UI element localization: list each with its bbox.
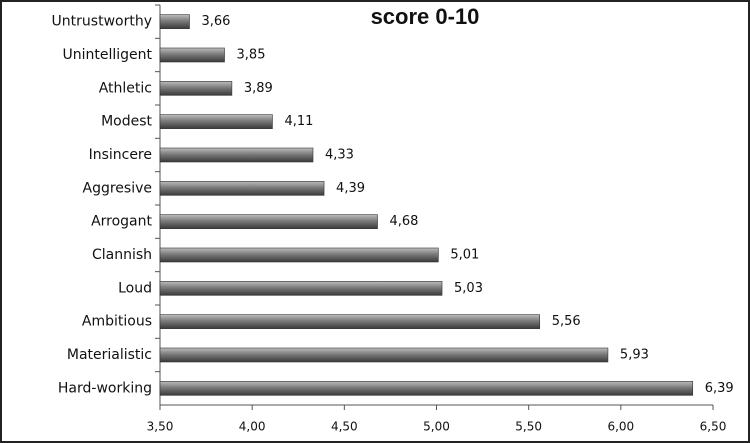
- y-tick-label: Modest: [101, 114, 152, 130]
- value-label: 5,01: [450, 248, 479, 263]
- bar: [159, 247, 439, 263]
- y-tick-label: Clannish: [92, 247, 152, 263]
- value-label: 3,89: [244, 81, 273, 96]
- bar: [159, 314, 541, 329]
- x-tick-label: 5,50: [515, 420, 542, 434]
- value-label: 4,68: [390, 214, 419, 229]
- y-tick-label: Hard-working: [58, 380, 152, 396]
- value-label: 5,93: [620, 348, 649, 363]
- y-tick-label: Materialistic: [67, 347, 152, 363]
- bar: [159, 214, 378, 229]
- value-label: 3,85: [237, 48, 266, 63]
- value-label: 4,39: [336, 181, 365, 196]
- bar: [159, 147, 314, 163]
- value-label: 6,39: [705, 381, 734, 396]
- value-label: 5,03: [454, 281, 483, 296]
- value-label: 4,11: [284, 114, 313, 129]
- y-tick-label: Unintelligent: [62, 47, 152, 63]
- bar: [159, 281, 443, 296]
- x-tick-label: 4,00: [239, 420, 266, 434]
- x-tick-label: 5,00: [423, 420, 450, 434]
- y-tick-label: Insincere: [89, 147, 152, 163]
- y-tick-label: Untrustworthy: [52, 14, 152, 30]
- x-tick-label: 4,50: [331, 420, 358, 434]
- x-tick-label: 6,50: [700, 420, 727, 434]
- y-tick-label: Arrogant: [91, 214, 152, 230]
- bar: [159, 381, 694, 396]
- bar: [159, 347, 609, 363]
- bar: [159, 81, 233, 96]
- y-tick-label: Loud: [118, 280, 152, 296]
- y-tick-label: Ambitious: [82, 314, 152, 330]
- value-label: 4,33: [325, 148, 354, 163]
- value-label: 3,66: [201, 14, 230, 29]
- bar: [159, 14, 190, 29]
- x-tick-label: 3,50: [147, 420, 174, 434]
- y-tick-label: Aggresive: [83, 180, 153, 196]
- value-label: 5,56: [552, 314, 581, 329]
- bar: [159, 181, 325, 196]
- bar: [159, 47, 225, 63]
- x-tick-label: 6,00: [607, 420, 634, 434]
- bar: [159, 114, 273, 129]
- chart-title: score 0-10: [371, 4, 480, 29]
- y-tick-label: Athletic: [99, 80, 152, 96]
